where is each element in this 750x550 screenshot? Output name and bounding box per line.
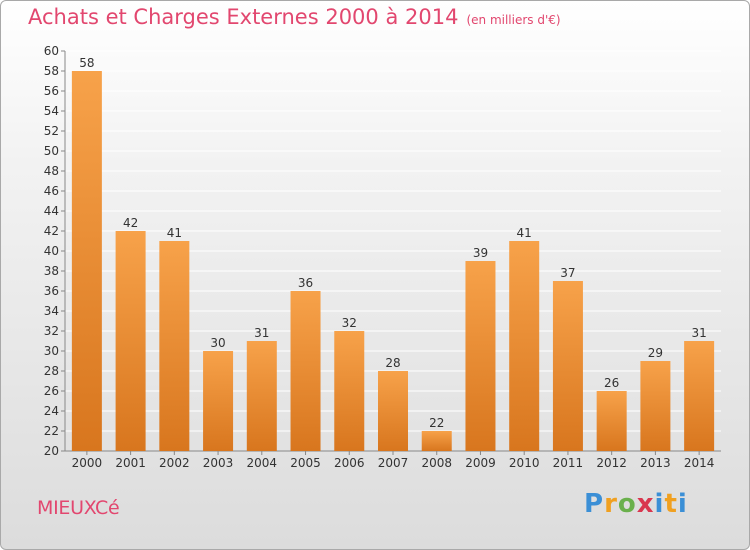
bar-2012[interactable]	[596, 391, 627, 451]
x-tick-labels: 2000 2001 2002 2003 2004 2005 2006 2007 2008 2009…	[72, 456, 715, 470]
data-label: 42	[123, 216, 138, 230]
bar-2014[interactable]	[684, 341, 715, 451]
y-tick-label: 32	[44, 324, 59, 338]
logo-letter: t	[664, 489, 678, 519]
x-tick-label: 2008	[421, 456, 452, 470]
x-tick-label: 2002	[159, 456, 190, 470]
data-label: 39	[473, 246, 488, 260]
y-tick-label: 44	[44, 204, 59, 218]
x-tick-label: 2009	[465, 456, 496, 470]
y-tick-labels: 20 22 24 26 28 30 32 34 36 38 40 42 44 46 48 50 52 54 56 58…	[44, 44, 59, 458]
logo-letter: i	[654, 489, 665, 519]
data-label: 26	[604, 376, 619, 390]
bar-2006[interactable]	[334, 331, 365, 451]
data-label: 31	[691, 326, 706, 340]
bar-2000[interactable]	[71, 71, 102, 451]
x-tick-label: 2006	[334, 456, 365, 470]
data-label: 37	[560, 266, 575, 280]
chart-subtitle: (en milliers d'€)	[466, 13, 561, 27]
bar-2004[interactable]	[246, 341, 277, 451]
data-labels: 58 42 41 30 31 36 32 28 22 39 41 37 26 29 31	[79, 56, 707, 430]
data-label: 58	[79, 56, 94, 70]
logo-letter: x	[636, 489, 655, 519]
x-tick-label: 2003	[203, 456, 234, 470]
logo-letter: r	[604, 489, 618, 519]
x-tick-label: 2011	[553, 456, 584, 470]
y-tick-label: 38	[44, 264, 59, 278]
x-tick-label: 2012	[596, 456, 627, 470]
bar-2002[interactable]	[159, 241, 190, 451]
place-name: MIEUXCé	[37, 497, 120, 519]
y-tick-label: 30	[44, 344, 59, 358]
y-tick-label: 52	[44, 124, 59, 138]
logo-letter: P	[584, 489, 605, 519]
data-label: 29	[648, 346, 663, 360]
data-label: 36	[298, 276, 313, 290]
x-tick-label: 2007	[378, 456, 409, 470]
x-tick-label: 2001	[115, 456, 146, 470]
y-tick-label: 46	[44, 184, 59, 198]
y-tick-label: 40	[44, 244, 59, 258]
chart-title-main: Achats et Charges Externes 2000 à 2014	[28, 5, 459, 29]
y-tick-label: 20	[44, 444, 59, 458]
y-tick-label: 26	[44, 384, 59, 398]
x-tick-label: 2014	[684, 456, 715, 470]
x-tick-label: 2005	[290, 456, 321, 470]
data-label: 31	[254, 326, 269, 340]
x-tick-label: 2013	[640, 456, 671, 470]
x-tick-label: 2004	[247, 456, 278, 470]
y-tick-label: 56	[44, 84, 59, 98]
bar-2008[interactable]	[421, 431, 452, 451]
logo-letter: o	[617, 489, 637, 519]
bar-2013[interactable]	[640, 361, 671, 451]
y-tick-label: 36	[44, 284, 59, 298]
x-tick-label: 2010	[509, 456, 540, 470]
x-tick-label: 2000	[72, 456, 103, 470]
bar-2010[interactable]	[509, 241, 540, 451]
data-label: 32	[342, 316, 357, 330]
y-tick-label: 54	[44, 104, 59, 118]
bar-2011[interactable]	[552, 281, 583, 451]
y-tick-label: 58	[44, 64, 59, 78]
y-tick-label: 24	[44, 404, 59, 418]
y-tick-label: 34	[44, 304, 59, 318]
data-label: 41	[517, 226, 532, 240]
proxiti-logo[interactable]: Proxiti	[584, 489, 688, 519]
logo-letter: i	[677, 489, 688, 519]
bars	[71, 71, 715, 451]
data-label: 28	[385, 356, 400, 370]
bar-2003[interactable]	[203, 351, 234, 451]
data-label: 30	[210, 336, 225, 350]
data-label: 41	[167, 226, 182, 240]
bar-2009[interactable]	[465, 261, 496, 451]
bar-2001[interactable]	[115, 231, 146, 451]
bar-2005[interactable]	[290, 291, 321, 451]
y-tick-label: 28	[44, 364, 59, 378]
y-tick-label: 50	[44, 144, 59, 158]
y-tick-label: 42	[44, 224, 59, 238]
y-tick-label: 60	[44, 44, 59, 58]
bar-2007[interactable]	[378, 371, 408, 451]
chart-title: Achats et Charges Externes 2000 à 2014 (e…	[28, 5, 561, 29]
y-tick-label: 48	[44, 164, 59, 178]
y-tick-label: 22	[44, 424, 59, 438]
data-label: 22	[429, 416, 444, 430]
